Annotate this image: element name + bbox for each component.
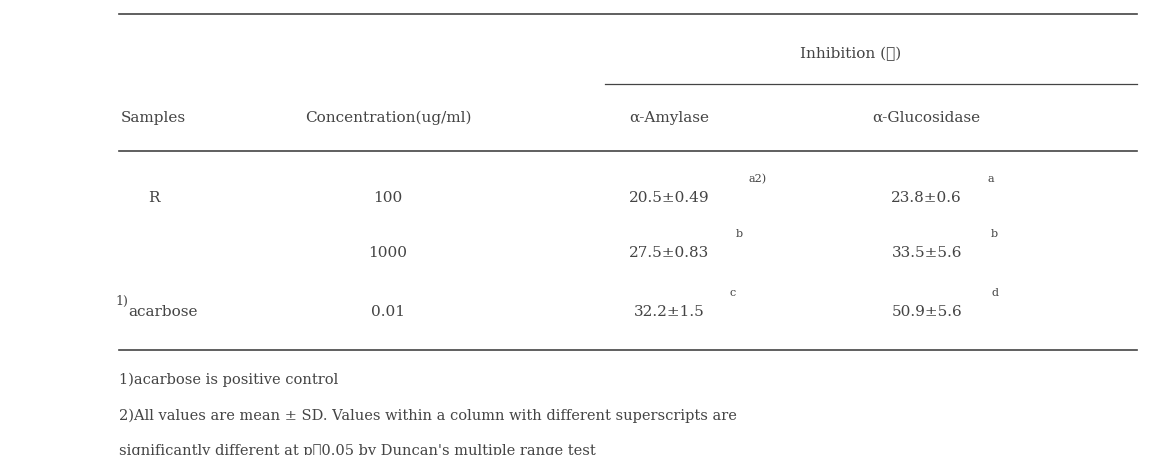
Text: Samples: Samples — [121, 111, 187, 125]
Text: 1000: 1000 — [369, 246, 407, 260]
Text: acarbose: acarbose — [128, 305, 197, 319]
Text: 100: 100 — [373, 191, 403, 205]
Text: 32.2±1.5: 32.2±1.5 — [634, 305, 704, 319]
Text: d: d — [991, 288, 998, 298]
Text: 33.5±5.6: 33.5±5.6 — [891, 246, 962, 260]
Text: 50.9±5.6: 50.9±5.6 — [891, 305, 962, 319]
Text: b: b — [736, 229, 743, 239]
Text: significantly different at p＜0.05 by Duncan's multiple range test: significantly different at p＜0.05 by Dun… — [119, 444, 595, 455]
Text: 23.8±0.6: 23.8±0.6 — [891, 191, 962, 205]
Text: 1): 1) — [115, 295, 128, 308]
Text: a2): a2) — [749, 174, 767, 184]
Text: α-Amylase: α-Amylase — [629, 111, 709, 125]
Text: 27.5±0.83: 27.5±0.83 — [629, 246, 709, 260]
Text: α-Glucosidase: α-Glucosidase — [872, 111, 980, 125]
Text: c: c — [730, 288, 736, 298]
Text: 20.5±0.49: 20.5±0.49 — [628, 191, 709, 205]
Text: Concentration(ug/ml): Concentration(ug/ml) — [304, 111, 471, 125]
Text: a: a — [987, 174, 994, 184]
Text: R: R — [148, 191, 160, 205]
Text: 0.01: 0.01 — [371, 305, 405, 319]
Text: 2)All values are mean ± SD. Values within a column with different superscripts a: 2)All values are mean ± SD. Values withi… — [119, 408, 736, 423]
Text: 1)acarbose is positive control: 1)acarbose is positive control — [119, 372, 338, 387]
Text: b: b — [991, 229, 998, 239]
Text: Inhibition (％): Inhibition (％) — [799, 47, 902, 61]
